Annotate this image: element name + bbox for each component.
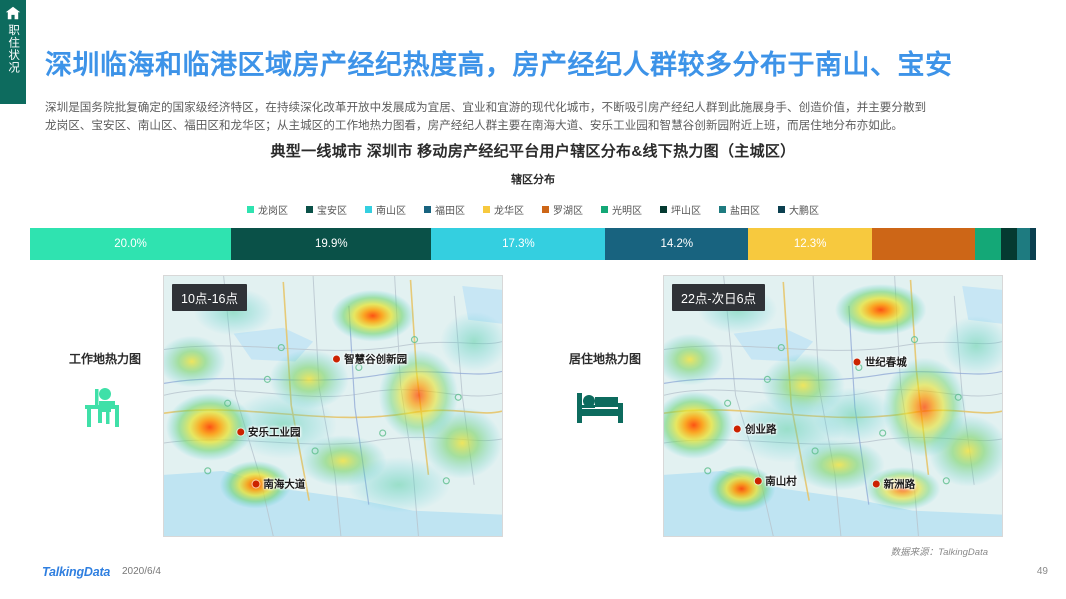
poi-label: 安乐工业园: [248, 426, 301, 439]
page-title: 深圳临海和临港区域房产经纪热度高，房产经纪人群较多分布于南山、宝安: [45, 50, 953, 80]
home-heatmap-caption: 居住地热力图: [568, 352, 641, 366]
district-distribution-bar: 20.0% 19.9% 17.3% 14.2% 12.3%: [30, 228, 1036, 260]
poi-label: 世纪春城: [864, 356, 907, 369]
poi-marker: 南山村: [754, 474, 797, 489]
legend-label: 福田区: [435, 206, 465, 217]
bar-segment[interactable]: 20.0%: [30, 228, 232, 260]
legend-item[interactable]: 坪山区: [660, 202, 701, 217]
legend-item[interactable]: 龙岗区: [247, 202, 288, 217]
legend-swatch-icon: [778, 206, 785, 213]
legend-item[interactable]: 光明区: [601, 202, 642, 217]
data-source-note: 数据来源：TalkingData: [890, 547, 988, 558]
poi-dot-icon: [237, 428, 245, 436]
poi-label: 新洲路: [883, 478, 916, 491]
legend-label: 龙华区: [494, 206, 524, 217]
chart-title: 典型一线城市 深圳市 移动房产经纪平台用户辖区分布&线下热力图（主城区）: [270, 143, 796, 160]
bar-segment[interactable]: [1016, 228, 1030, 260]
sidebar-section-label: 职住状况: [7, 24, 20, 74]
poi-dot-icon: [252, 480, 260, 488]
legend-swatch-icon: [483, 206, 490, 213]
poi-dot-icon: [872, 480, 880, 488]
poi-marker: 智慧谷创新园: [333, 352, 407, 367]
home-time-badge: 22点-次日6点: [672, 284, 766, 311]
legend-item[interactable]: 大鹏区: [778, 202, 819, 217]
poi-label: 南山村: [765, 475, 797, 488]
legend-item[interactable]: 龙华区: [483, 202, 524, 217]
legend-swatch-icon: [719, 206, 726, 213]
legend-item[interactable]: 福田区: [424, 202, 465, 217]
poi-dot-icon: [853, 358, 861, 366]
legend-item[interactable]: 罗湖区: [542, 202, 583, 217]
legend-swatch-icon: [424, 206, 431, 213]
legend-item[interactable]: 盐田区: [719, 202, 760, 217]
poi-dot-icon: [754, 477, 762, 485]
slide-date: 2020/6/4: [122, 566, 161, 577]
home-heatmap-map: [664, 276, 1002, 536]
poi-dot-icon: [333, 355, 341, 363]
poi-marker: 南海大道: [252, 477, 305, 492]
legend-label: 大鹏区: [789, 206, 819, 217]
body-paragraph: 深圳是国务院批复确定的国家级经济特区，在持续深化改革开放中发展成为宜居、宜业和宜…: [45, 99, 1045, 134]
body-line-1: 深圳是国务院批复确定的国家级经济特区，在持续深化改革开放中发展成为宜居、宜业和宜…: [45, 101, 927, 114]
bed-icon: [575, 385, 625, 430]
poi-label: 智慧谷创新园: [344, 353, 408, 366]
body-line-2: 龙岗区、宝安区、南山区、福田区和龙华区；从主城区的工作地热力图看，房产经纪人群主…: [45, 118, 903, 132]
legend-swatch-icon: [601, 206, 608, 213]
poi-label: 创业路: [745, 423, 777, 436]
bar-segment[interactable]: [871, 228, 975, 260]
work-heatmap-caption: 工作地热力图: [68, 352, 141, 366]
legend-label: 罗湖区: [553, 206, 583, 217]
work-heatmap-map: [164, 276, 502, 536]
legend-item[interactable]: 宝安区: [306, 202, 347, 217]
desk-worker-icon: [75, 385, 125, 434]
chart-legend: 龙岗区 宝安区 南山区 福田区 龙华区 罗湖区 光明区 坪山区 盐田区 大鹏区: [0, 202, 1066, 217]
bar-segment[interactable]: [974, 228, 1001, 260]
legend-label: 龙岗区: [258, 206, 288, 217]
legend-label: 盐田区: [730, 206, 760, 217]
poi-marker: 安乐工业园: [237, 425, 301, 440]
brand-logo: TalkingData: [42, 565, 111, 579]
poi-marker: 创业路: [734, 422, 777, 437]
chart-subtitle: 辖区分布: [511, 174, 555, 186]
legend-label: 坪山区: [671, 206, 701, 217]
bar-segment[interactable]: 19.9%: [231, 228, 432, 260]
page-number: 49: [1036, 566, 1048, 577]
legend-label: 南山区: [376, 206, 406, 217]
legend-swatch-icon: [365, 206, 372, 213]
poi-label: 南海大道: [263, 478, 306, 491]
work-heatmap-panel[interactable]: 10点-16点 智慧谷创新园 安乐工业园 南海大道: [163, 275, 503, 537]
legend-label: 宝安区: [317, 206, 347, 217]
legend-swatch-icon: [542, 206, 549, 213]
bar-segment[interactable]: [1029, 228, 1036, 260]
legend-label: 光明区: [612, 206, 642, 217]
sidebar-section-tab[interactable]: 职住状况: [0, 0, 26, 104]
legend-swatch-icon: [306, 206, 313, 213]
legend-item[interactable]: 南山区: [365, 202, 406, 217]
home-heatmap-panel[interactable]: 22点-次日6点 世纪春城 创业路 南山村 新洲路: [663, 275, 1003, 537]
bar-segment[interactable]: 14.2%: [605, 228, 749, 260]
bar-segment[interactable]: [1000, 228, 1017, 260]
poi-marker: 新洲路: [872, 477, 916, 492]
poi-marker: 世纪春城: [853, 354, 907, 369]
legend-swatch-icon: [660, 206, 667, 213]
poi-dot-icon: [734, 425, 741, 433]
bar-segment[interactable]: 17.3%: [431, 228, 606, 260]
work-time-badge: 10点-16点: [172, 284, 247, 311]
bar-segment[interactable]: 12.3%: [748, 228, 872, 260]
legend-swatch-icon: [247, 206, 254, 213]
home-icon: [5, 6, 21, 20]
